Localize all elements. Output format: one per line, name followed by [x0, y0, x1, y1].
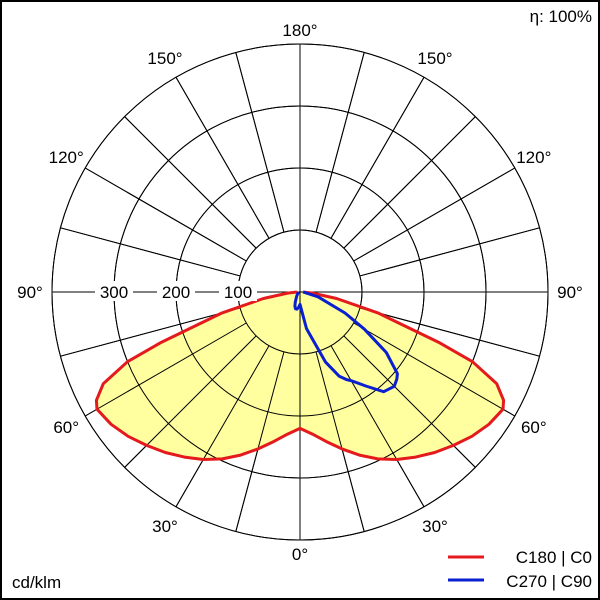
- grid-spoke: [235, 52, 285, 233]
- distribution-curves: [51, 43, 549, 541]
- grid-spoke: [175, 76, 270, 239]
- angle-label: 180°: [282, 21, 317, 40]
- grid-spoke: [60, 307, 241, 357]
- grid-spoke: [315, 351, 365, 532]
- grid-spoke: [235, 351, 285, 532]
- angle-label: 150°: [417, 49, 452, 68]
- grid-spoke: [359, 307, 540, 357]
- legend-label-c270-c90: C270 | C90: [506, 572, 592, 591]
- radial-label-bg: [219, 281, 257, 301]
- grid-spoke: [315, 52, 365, 233]
- grid-spoke: [359, 227, 540, 277]
- grid-spoke: [343, 116, 476, 249]
- legend-label-c180-c0: C180 | C0: [516, 548, 592, 567]
- series-line-0: [94, 290, 506, 461]
- radial-label: 100: [224, 283, 252, 302]
- radial-label-bg: [95, 281, 133, 301]
- legend: C180 | C0 C270 | C90: [448, 548, 592, 591]
- grid-spoke: [60, 227, 241, 277]
- grid-spoke: [353, 167, 516, 262]
- angle-label: 30°: [152, 517, 178, 536]
- angle-label: 60°: [53, 418, 79, 437]
- grid-spoke: [330, 76, 425, 239]
- unit-label: cd/klm: [12, 573, 61, 592]
- radial-label: 200: [162, 283, 190, 302]
- series-line-1: [293, 290, 399, 394]
- angle-label: 90°: [557, 283, 583, 302]
- angle-label: 0°: [292, 545, 308, 564]
- angle-label: 90°: [17, 283, 43, 302]
- radial-label: 300: [100, 283, 128, 302]
- efficiency-label: η: 100%: [530, 7, 592, 26]
- grid-spoke: [124, 116, 257, 249]
- angle-label: 150°: [147, 49, 182, 68]
- radial-label-bg: [157, 281, 195, 301]
- grid-spoke: [84, 167, 247, 262]
- angle-label: 60°: [521, 418, 547, 437]
- grid-spoke: [175, 345, 270, 508]
- grid-spoke: [330, 345, 425, 508]
- axis-labels: 180° 150° 150° 120° 120° 90° 90° 60° 60° 30° 30° 0°…: [17, 21, 583, 564]
- angle-label: 30°: [422, 517, 448, 536]
- grid-spoke: [84, 322, 247, 417]
- grid-spoke: [353, 322, 516, 417]
- angle-label: 120°: [49, 148, 84, 167]
- angle-label: 120°: [516, 148, 551, 167]
